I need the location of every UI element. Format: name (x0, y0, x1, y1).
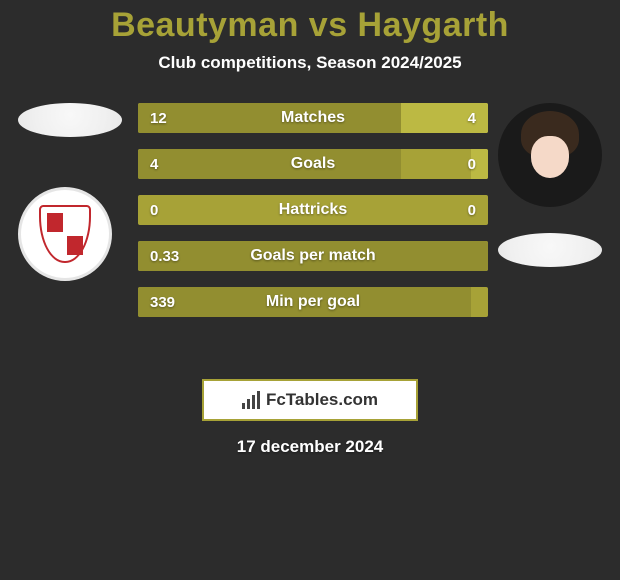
player-left-avatar (18, 103, 122, 137)
stat-label: Hattricks (138, 195, 488, 225)
stat-label: Goals (138, 149, 488, 179)
bar-chart-icon (242, 391, 260, 409)
avatar-placeholder-icon (18, 103, 122, 137)
club-badge-icon (18, 187, 112, 281)
player-left-club-badge (18, 187, 112, 281)
stat-bars: 12Matches44Goals00Hattricks00.33Goals pe… (138, 103, 488, 333)
stat-row: 339Min per goal (138, 287, 488, 317)
player-photo-icon (498, 103, 602, 207)
stat-row: 0.33Goals per match (138, 241, 488, 271)
stats-area: 12Matches44Goals00Hattricks00.33Goals pe… (0, 103, 620, 363)
stat-row: 12Matches4 (138, 103, 488, 133)
player-right-avatar (498, 103, 602, 207)
page-subtitle: Club competitions, Season 2024/2025 (0, 53, 620, 73)
shield-icon (39, 205, 90, 263)
stat-row: 4Goals0 (138, 149, 488, 179)
player-right-club-badge (498, 233, 602, 267)
brand-box: FcTables.com (202, 379, 418, 421)
stat-value-right: 0 (468, 195, 476, 225)
stat-label: Min per goal (138, 287, 488, 317)
date-text: 17 december 2024 (0, 437, 620, 457)
stat-label: Goals per match (138, 241, 488, 271)
badge-placeholder-icon (498, 233, 602, 267)
page-title: Beautyman vs Haygarth (0, 0, 620, 45)
stat-row: 0Hattricks0 (138, 195, 488, 225)
brand-text: FcTables.com (266, 390, 378, 410)
comparison-card: Beautyman vs Haygarth Club competitions,… (0, 0, 620, 580)
stat-value-right: 0 (468, 149, 476, 179)
stat-value-right: 4 (468, 103, 476, 133)
stat-label: Matches (138, 103, 488, 133)
